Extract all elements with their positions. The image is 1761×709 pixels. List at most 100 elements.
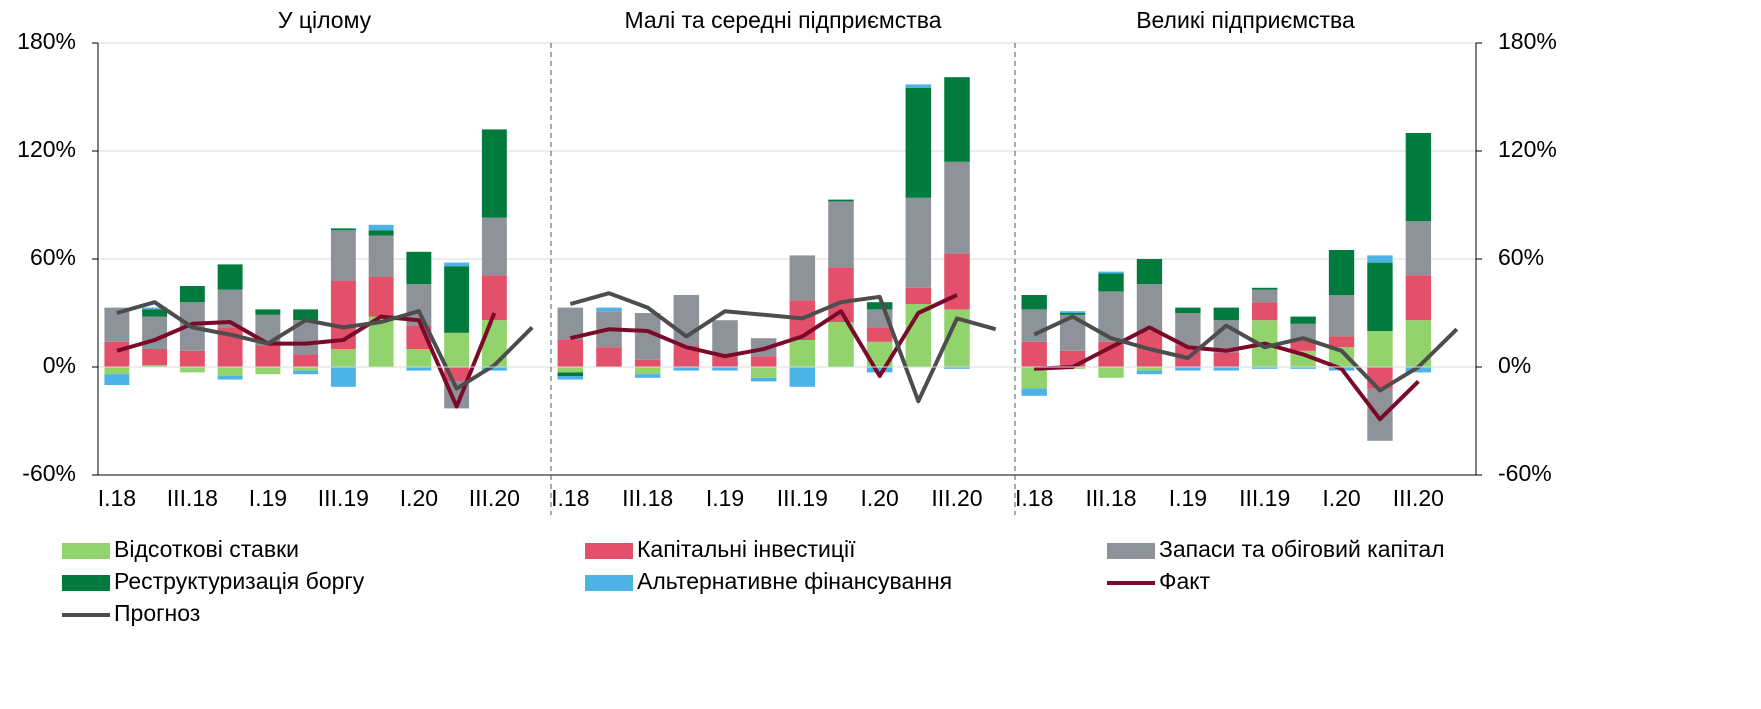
y2-tick-label: 60% xyxy=(1498,244,1544,270)
bar-segment xyxy=(1021,309,1047,342)
bar-segment xyxy=(1136,259,1163,285)
bar-segment xyxy=(750,356,777,367)
y2-tick-label: 180% xyxy=(1498,28,1557,54)
x-tick-label: I.19 xyxy=(249,485,287,511)
x-tick-label: III.20 xyxy=(931,485,982,511)
legend-swatch xyxy=(585,575,633,591)
bar-segment xyxy=(1136,367,1163,371)
bar-segment xyxy=(634,367,661,375)
bar-segment xyxy=(1290,323,1316,340)
x-tick-label: III.20 xyxy=(1393,485,1444,511)
bar-segment xyxy=(866,367,893,373)
bar-segment xyxy=(1367,262,1393,331)
bar-segment xyxy=(750,367,777,378)
bar-segment xyxy=(1328,336,1355,348)
bar-segment xyxy=(1213,367,1239,371)
bar-segment xyxy=(255,309,281,315)
y-tick-label: 120% xyxy=(17,136,76,162)
line-series xyxy=(1033,314,1459,393)
bar-segment xyxy=(255,367,281,375)
bar-segment xyxy=(673,367,700,371)
bar-segment xyxy=(750,377,777,382)
bar-segment xyxy=(1098,271,1124,274)
bar-segment xyxy=(179,350,205,367)
bar-segment xyxy=(596,307,622,312)
bar-segment xyxy=(368,230,394,236)
x-tick-label: I.20 xyxy=(1322,485,1360,511)
bar-segment xyxy=(406,367,432,371)
bar-segment xyxy=(255,345,281,367)
bar-segment xyxy=(1328,295,1355,337)
x-tick-label: I.18 xyxy=(98,485,136,511)
bar-segment xyxy=(789,367,816,387)
x-tick-label: III.19 xyxy=(1239,485,1290,511)
bar-segment xyxy=(104,367,130,375)
bar-segment xyxy=(444,266,470,333)
bar-segment xyxy=(368,235,394,277)
legend-swatch xyxy=(1107,543,1155,559)
bar-segment xyxy=(866,327,893,342)
bar-segment xyxy=(673,345,700,367)
x-tick-label: I.19 xyxy=(706,485,744,511)
bar-segment xyxy=(481,367,507,371)
bar-segment xyxy=(104,374,130,385)
bar-segment xyxy=(217,376,243,380)
bar-segment xyxy=(1367,388,1393,441)
bar-segment xyxy=(1175,313,1201,346)
panel-title: У цілому xyxy=(278,7,372,33)
y2-tick-label: -60% xyxy=(1498,460,1552,486)
bar-segment xyxy=(866,302,893,310)
bar-segment xyxy=(330,367,356,387)
bar-segment xyxy=(142,349,168,366)
bar-segment xyxy=(104,341,130,367)
bar-segment xyxy=(712,320,738,357)
bar-segment xyxy=(293,354,319,367)
bar-segment xyxy=(293,367,319,371)
bar-segment xyxy=(1252,289,1278,303)
bar-segment xyxy=(444,332,470,367)
bar-segment xyxy=(368,277,394,317)
bar-segment xyxy=(712,367,738,371)
bar-segment xyxy=(1252,367,1278,369)
x-tick-label: III.19 xyxy=(318,485,369,511)
x-tick-label: I.19 xyxy=(1169,485,1207,511)
bar-segment xyxy=(905,88,932,198)
bar-segment xyxy=(179,286,205,303)
bar-segment xyxy=(557,372,584,376)
x-tick-label: I.18 xyxy=(1015,485,1053,511)
bar-segment xyxy=(634,374,661,378)
bar-segment xyxy=(944,161,970,254)
bar-segment xyxy=(179,367,205,373)
legend-label: Реструктуризація боргу xyxy=(114,568,365,594)
bar-segment xyxy=(1136,370,1163,375)
bar-segment xyxy=(905,287,932,304)
y2-tick-label: 120% xyxy=(1498,136,1557,162)
bar-segment xyxy=(217,264,243,290)
bar-segment xyxy=(1021,388,1047,396)
bar-segment xyxy=(1328,250,1355,295)
bar-segment xyxy=(1021,341,1047,367)
bar-segment xyxy=(634,359,661,367)
bar-segment xyxy=(1290,367,1316,369)
panel-title: Малі та середні підприємства xyxy=(625,7,942,33)
x-tick-label: I.18 xyxy=(551,485,589,511)
bar-segment xyxy=(944,77,970,162)
y-tick-label: 0% xyxy=(43,352,76,378)
bar-segment xyxy=(1328,347,1355,367)
legend-label: Відсоткові ставки xyxy=(114,536,299,562)
bar-segment xyxy=(1252,302,1278,321)
legend-swatch xyxy=(62,543,110,559)
bar-segment xyxy=(557,367,584,373)
legend-swatch xyxy=(585,543,633,559)
y-tick-label: 180% xyxy=(17,28,76,54)
x-tick-label: I.20 xyxy=(860,485,898,511)
line-series xyxy=(116,312,497,409)
x-tick-label: I.20 xyxy=(400,485,438,511)
line-series xyxy=(116,300,534,391)
line-series xyxy=(569,293,958,378)
bar-segment xyxy=(330,349,356,367)
bar-segment xyxy=(1059,311,1086,313)
x-tick-label: III.18 xyxy=(167,485,218,511)
bar-segment xyxy=(406,251,432,285)
bar-segment xyxy=(142,309,168,317)
